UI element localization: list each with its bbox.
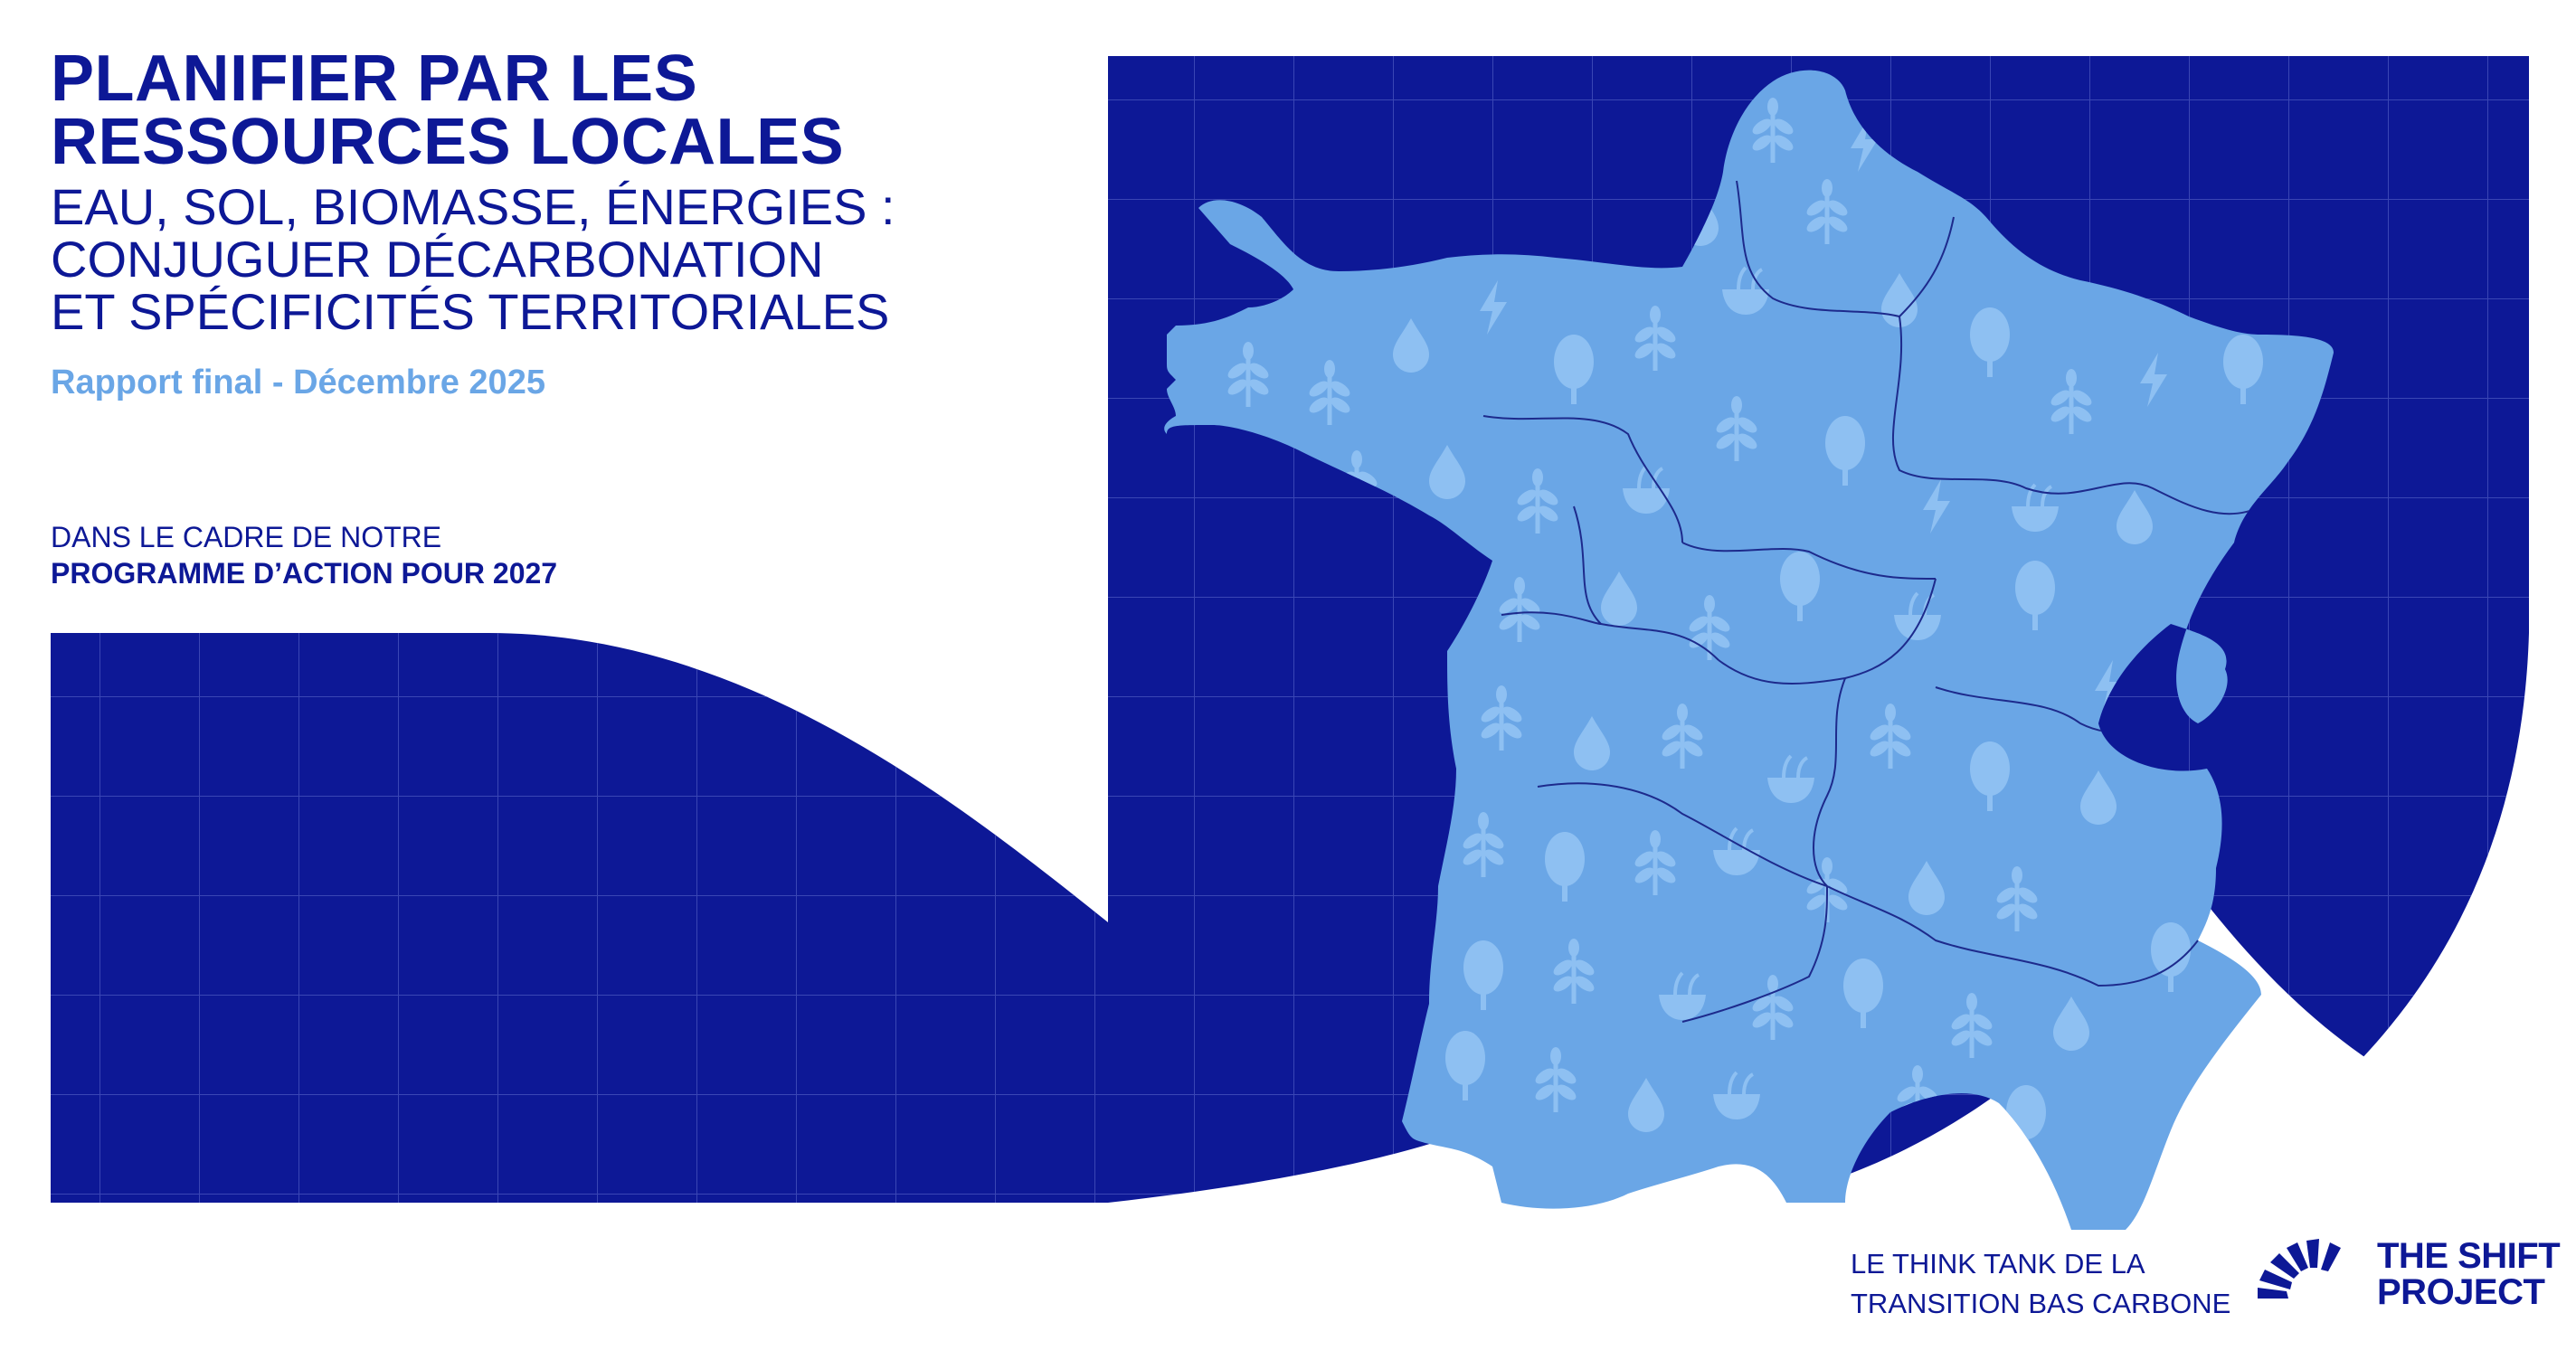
tagline-line-1: LE THINK TANK DE LA [1851, 1248, 2145, 1280]
subtitle-line-1: EAU, SOL, BIOMASSE, ÉNERGIES : [51, 178, 895, 235]
title-block: PLANIFIER PAR LES RESSOURCES LOCALES EAU… [51, 42, 1091, 402]
shift-project-logo: THE SHIFT PROJECT [2250, 1233, 2561, 1315]
subtitle-line-3: ET SPÉCIFICITÉS TERRITORIALES [51, 283, 890, 340]
main-title-line-2: RESSOURCES LOCALES [51, 106, 845, 178]
tagline-line-2: TRANSITION BAS CARBONE [1851, 1288, 2231, 1319]
program-block: DANS LE CADRE DE NOTRE PROGRAMME D’ACTIO… [51, 519, 557, 591]
main-title-line-1: PLANIFIER PAR LES [51, 42, 698, 115]
left-wave-grid [51, 633, 1108, 1203]
subtitle-line-2: CONJUGUER DÉCARBONATION [51, 231, 824, 288]
subtitle: EAU, SOL, BIOMASSE, ÉNERGIES : CONJUGUER… [51, 181, 1091, 338]
program-name: PROGRAMME D’ACTION POUR 2027 [51, 557, 558, 590]
logo-line-2: PROJECT [2377, 1272, 2545, 1312]
sunburst-icon [2258, 1239, 2341, 1299]
program-intro: DANS LE CADRE DE NOTRE [51, 521, 442, 553]
logo-line-1: THE SHIFT [2377, 1236, 2561, 1276]
region-borders [1482, 180, 2262, 1023]
france-map [1164, 70, 2334, 1231]
report-date: Rapport final - Décembre 2025 [51, 364, 545, 401]
footer-tagline: LE THINK TANK DE LA TRANSITION BAS CARBO… [1851, 1244, 2230, 1324]
